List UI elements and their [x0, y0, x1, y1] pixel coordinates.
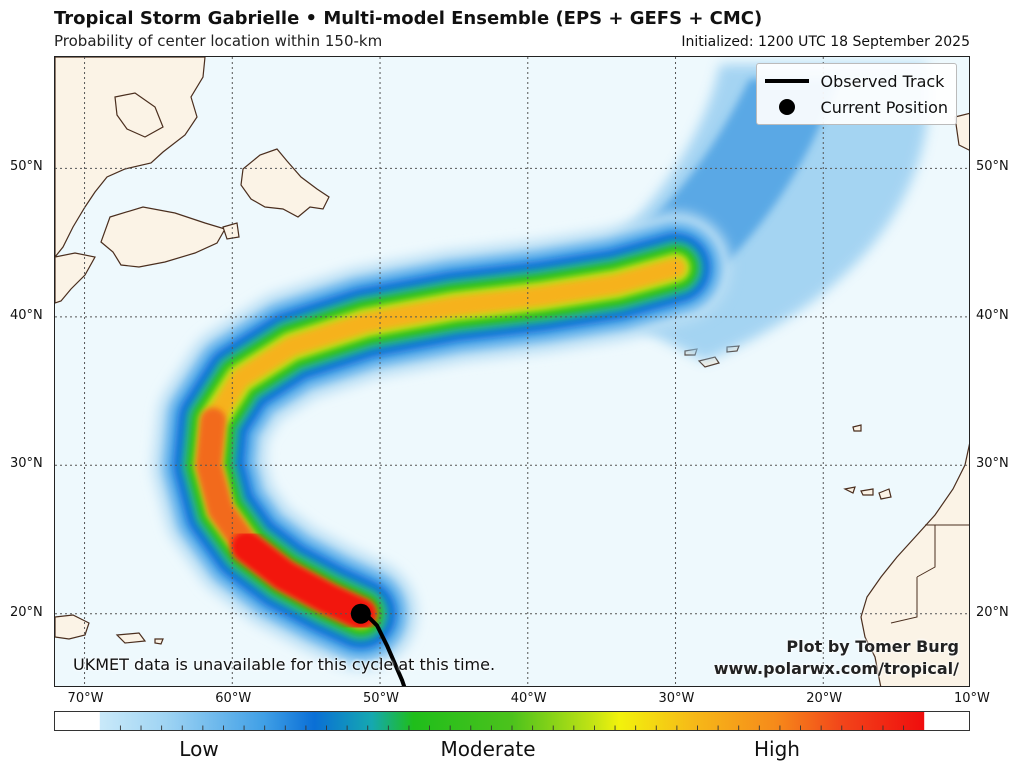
lon-tick-label: 50°W	[363, 691, 399, 706]
iberia-corner	[954, 112, 969, 151]
probability-colorbar	[54, 711, 970, 731]
colorbar-label-moderate: Moderate	[440, 737, 536, 761]
colorbar-label-high: High	[754, 737, 800, 761]
lon-tick-label: 10°W	[954, 691, 990, 706]
newfoundland-island	[240, 148, 330, 218]
credit-block: Plot by Tomer Burg www.polarwx.com/tropi…	[714, 636, 959, 680]
lon-tick-label: 40°W	[510, 691, 547, 706]
labrador-inlet	[114, 92, 164, 138]
map-panel: Observed Track Current Position UKMET da…	[54, 56, 970, 687]
virgin-islands	[154, 638, 164, 645]
lon-tick-label: 20°W	[806, 691, 843, 706]
cape-breton	[222, 222, 240, 240]
legend: Observed Track Current Position	[755, 63, 957, 125]
credit-url: www.polarwx.com/tropical/	[713, 659, 959, 678]
lat-tick-label-left: 20°N	[10, 604, 43, 620]
swath-core-red	[231, 531, 377, 630]
legend-item-observed: Observed Track	[764, 68, 948, 94]
ukmet-note: UKMET data is unavailable for this cycle…	[73, 655, 496, 674]
chart-subtitle: Probability of center location within 15…	[54, 32, 383, 50]
legend-item-current: Current Position	[765, 94, 948, 120]
canada-landmass	[55, 57, 206, 258]
colorbar-label-low: Low	[179, 737, 219, 761]
us-northeast-coast	[55, 252, 96, 304]
lat-lon-grid	[55, 57, 969, 686]
canary-3	[878, 488, 892, 500]
canary-2	[860, 488, 874, 496]
borders	[890, 524, 969, 624]
map-canvas	[55, 57, 969, 686]
lon-tick-label: 70°W	[67, 691, 104, 706]
lat-tick-label-right: 30°N	[976, 456, 1009, 472]
puerto-rico	[115, 632, 147, 644]
lat-tick-label-right: 40°N	[976, 307, 1009, 323]
hispaniola	[55, 614, 90, 640]
lat-tick-label-right: 20°N	[976, 604, 1009, 620]
credit-author: Plot by Tomer Burg	[786, 637, 959, 656]
madeira	[852, 424, 862, 432]
land-layer	[55, 57, 969, 686]
africa-landmass	[860, 443, 969, 686]
nova-scotia	[100, 206, 226, 268]
lat-tick-label-left: 30°N	[10, 456, 43, 472]
lon-tick-label: 60°W	[215, 691, 252, 706]
legend-label-observed: Observed Track	[820, 71, 945, 91]
legend-label-current: Current Position	[820, 97, 948, 117]
legend-dot-icon	[778, 99, 795, 115]
lat-tick-label-right: 50°N	[976, 159, 1009, 175]
lat-tick-label-left: 40°N	[10, 307, 43, 323]
canary-1	[843, 486, 856, 494]
lat-tick-label-left: 50°N	[10, 159, 43, 175]
lon-tick-label: 30°W	[658, 691, 695, 706]
current-position-marker	[350, 603, 371, 624]
initialized-time: Initialized: 1200 UTC 18 September 2025	[681, 34, 970, 50]
legend-line-icon	[764, 79, 809, 83]
chart-title: Tropical Storm Gabrielle • Multi-model E…	[54, 8, 763, 29]
